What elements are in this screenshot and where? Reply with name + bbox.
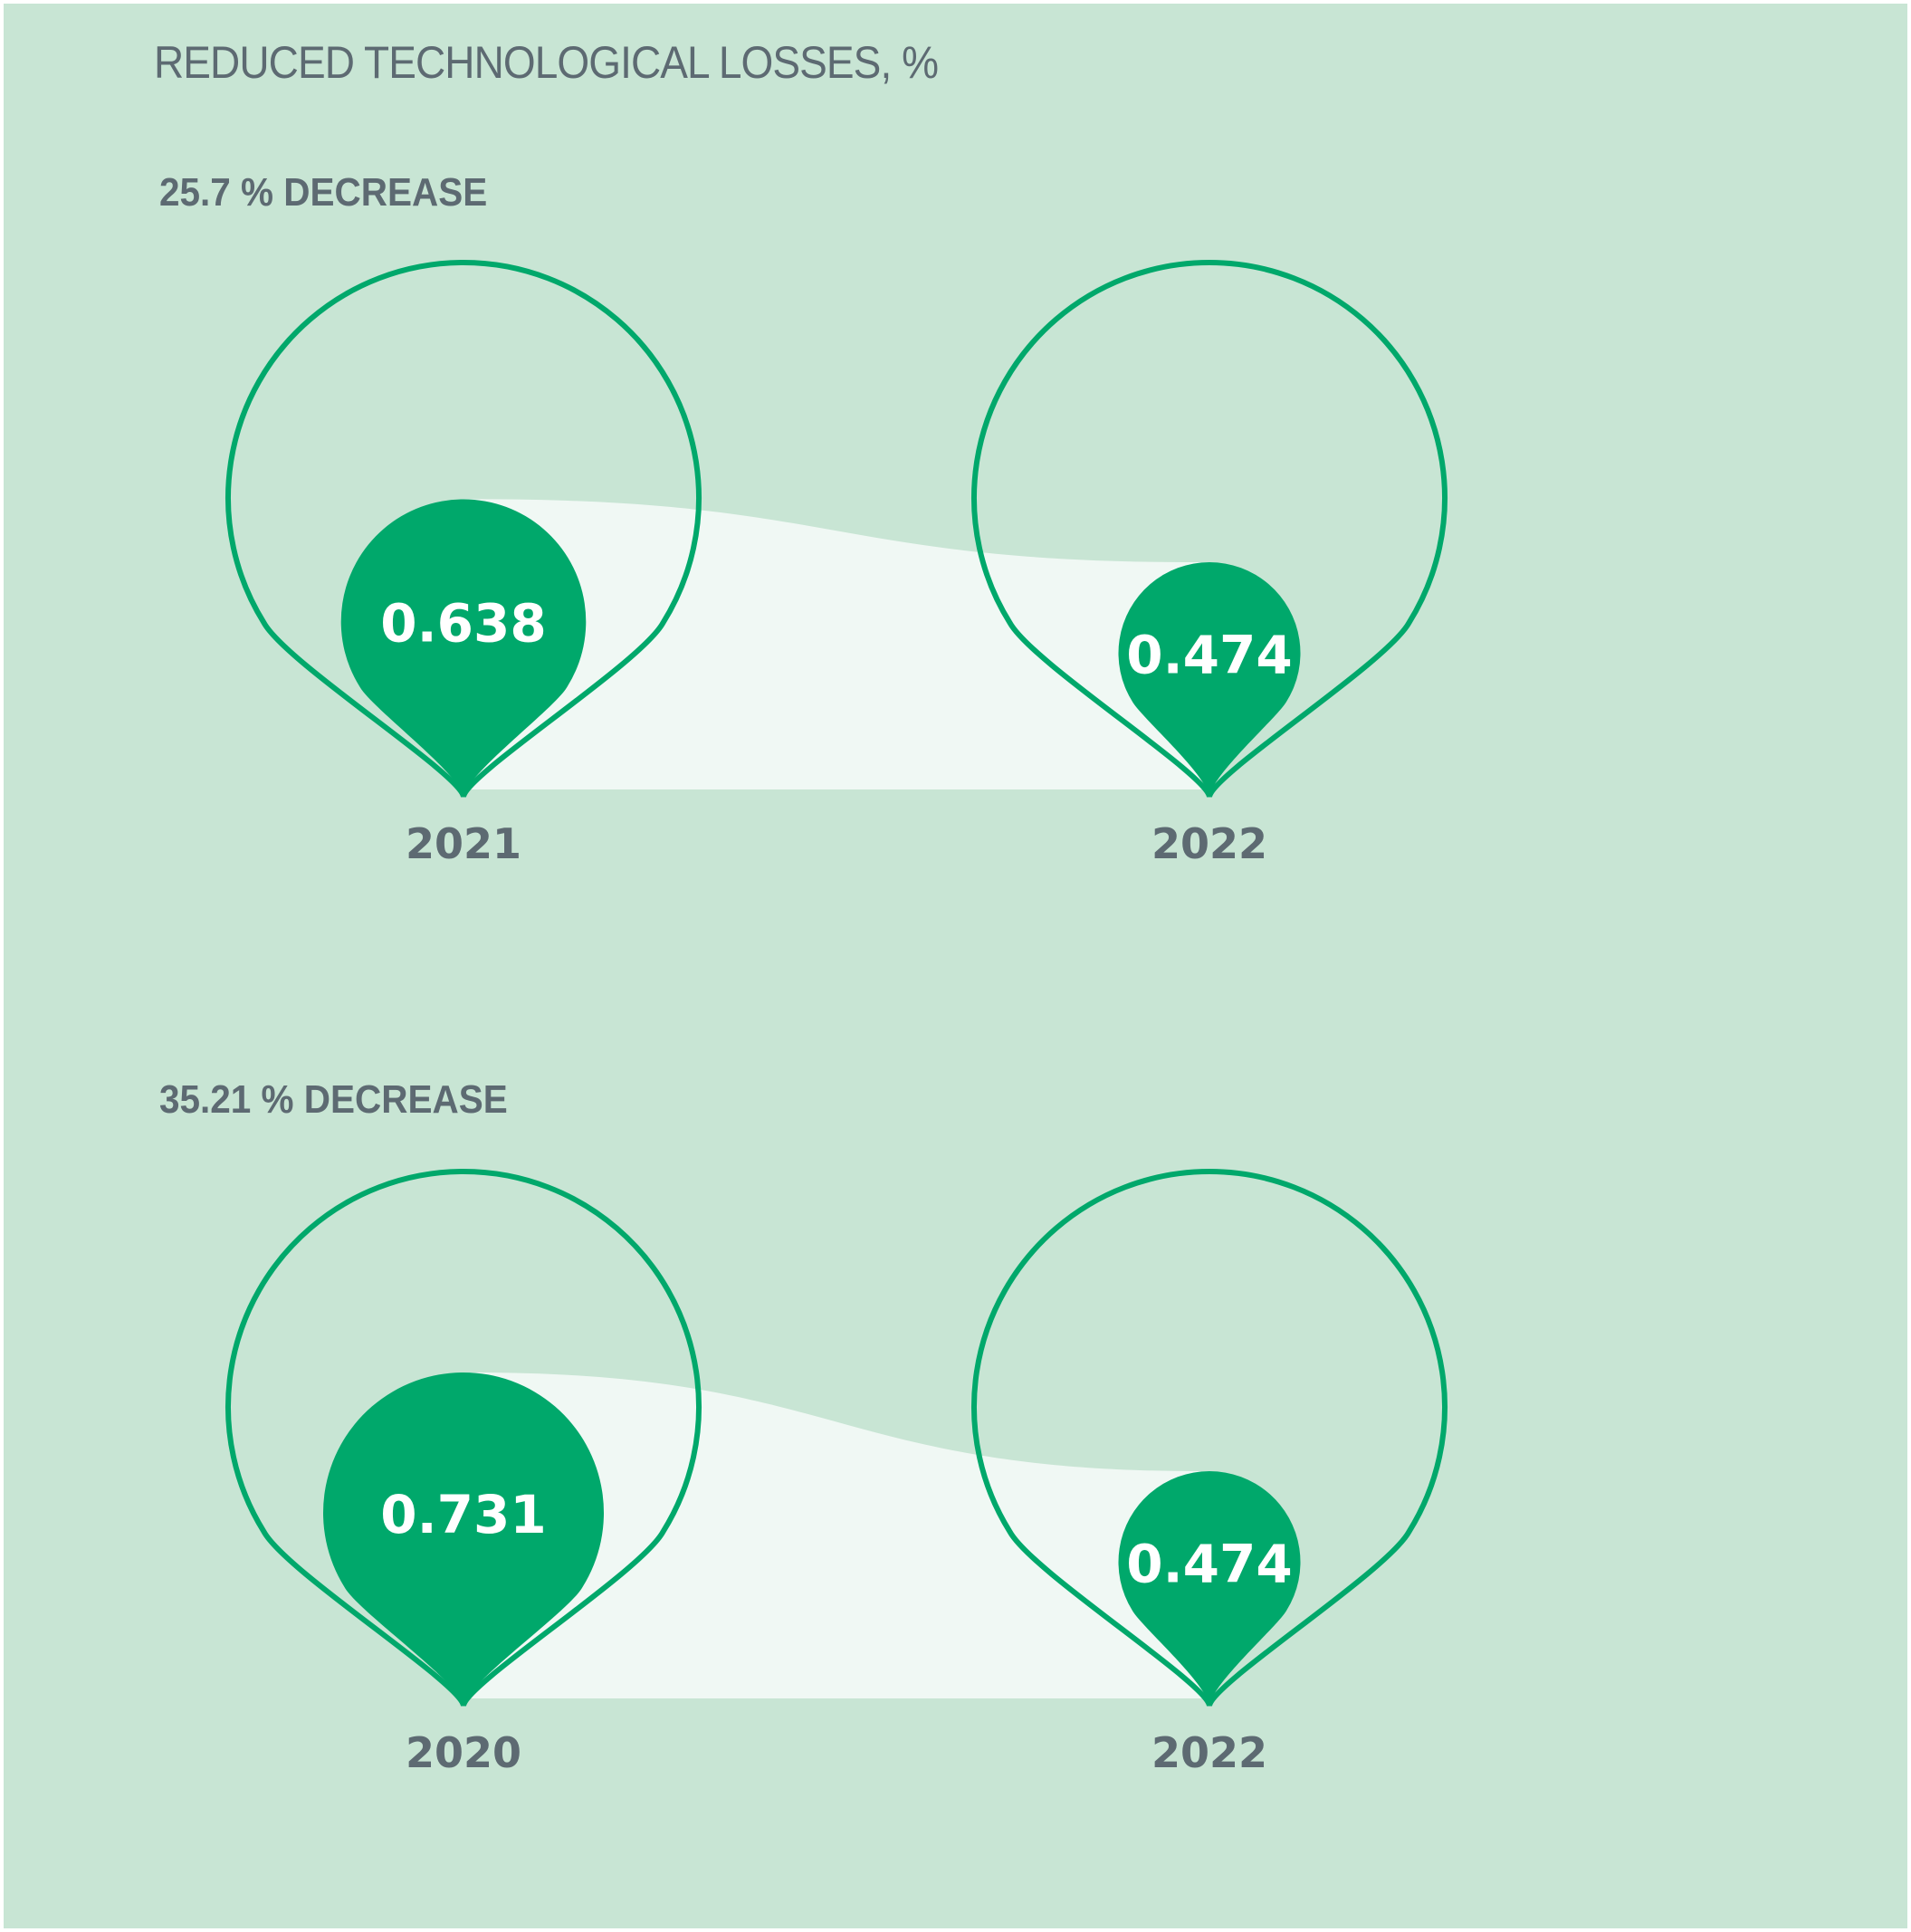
outer-drop-outline-2022 bbox=[971, 260, 1448, 799]
subtitle-decrease-2: 35.21 % DECREASE bbox=[159, 1077, 508, 1122]
outer-drop-outline-2022 bbox=[971, 1169, 1448, 1707]
value-drop-2020 bbox=[322, 1372, 605, 1706]
value-drop-2022 bbox=[1118, 561, 1301, 797]
flow-band bbox=[463, 499, 1209, 789]
outer-drop-outline-2020 bbox=[225, 1169, 702, 1707]
value-label: 0.638 bbox=[380, 593, 546, 655]
value-drop-2022 bbox=[1118, 1470, 1301, 1706]
value-label: 0.731 bbox=[380, 1484, 546, 1545]
year-label: 2022 bbox=[1151, 819, 1267, 868]
subtitle-decrease-1: 25.7 % DECREASE bbox=[159, 170, 488, 215]
chart-title: REDUCED TECHNOLOGICAL LOSSES, % bbox=[154, 37, 939, 88]
bubble-chart-2: 0.731 2020 0.474 2022 bbox=[225, 1169, 1448, 1777]
value-label: 0.474 bbox=[1126, 1533, 1292, 1594]
outer-drop-outline-2021 bbox=[225, 260, 702, 799]
year-label: 2021 bbox=[406, 819, 521, 868]
bubble-chart-1: 0.638 2021 0.474 2022 bbox=[225, 260, 1448, 868]
value-drop-2021 bbox=[340, 499, 587, 797]
flow-band bbox=[463, 1372, 1209, 1698]
value-label: 0.474 bbox=[1126, 624, 1292, 685]
year-label: 2022 bbox=[1151, 1728, 1267, 1777]
year-label: 2020 bbox=[406, 1728, 521, 1777]
